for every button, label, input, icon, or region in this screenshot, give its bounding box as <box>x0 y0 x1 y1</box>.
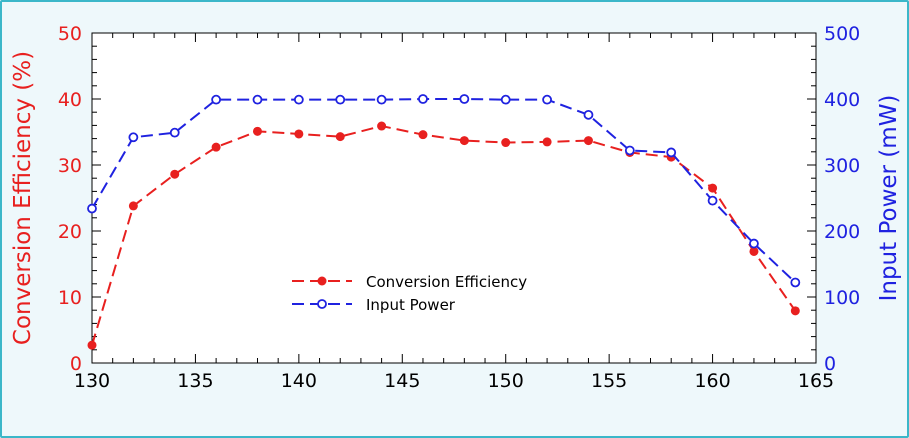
input-power-point <box>87 203 97 214</box>
x-tick-label: 160 <box>694 370 730 392</box>
conversion-efficiency-point <box>583 136 593 146</box>
input-power-point <box>583 109 594 120</box>
conversion-efficiency-point <box>542 137 552 147</box>
conversion-efficiency-point <box>459 136 469 146</box>
y-right-tick-label: 300 <box>824 155 860 177</box>
conversion-efficiency-point <box>377 121 387 131</box>
y-right-tick-label: 500 <box>824 23 860 45</box>
conversion-efficiency-point <box>87 340 97 350</box>
conversion-efficiency-point <box>335 132 345 142</box>
y-left-tick-label: 0 <box>70 353 82 375</box>
legend-label-efficiency: Conversion Efficiency <box>366 273 527 291</box>
conversion-efficiency-point <box>418 130 428 140</box>
y-right-tick-label: 100 <box>824 287 860 309</box>
right-axis-title: Input Power (mW) <box>876 95 902 302</box>
x-tick-label: 165 <box>798 370 834 392</box>
input-power-point <box>542 94 552 105</box>
y-left-tick-label: 50 <box>58 23 82 45</box>
conversion-efficiency-point <box>211 142 221 152</box>
x-tick-label: 155 <box>591 370 627 392</box>
conversion-efficiency-point <box>708 183 718 193</box>
tick-labels: 130 135 140 145 150 155 160 1650102030405001002… <box>58 23 860 392</box>
y-right-tick-label: 0 <box>824 353 836 375</box>
conversion-efficiency-point <box>252 126 262 136</box>
x-tick-label: 140 <box>281 370 317 392</box>
legend-label-power: Input Power <box>366 296 456 314</box>
x-tick-label: 150 <box>488 370 524 392</box>
input-power-point <box>749 238 759 249</box>
input-power-point <box>376 94 387 105</box>
conversion-efficiency-series-line <box>91 125 797 346</box>
plot-area <box>91 32 817 364</box>
legend: Conversion Efficiency Input Power <box>292 273 527 314</box>
input-power-point <box>459 94 470 104</box>
y-left-tick-label: 40 <box>58 89 82 111</box>
input-power-point <box>128 132 139 143</box>
conversion-efficiency-point <box>170 169 180 179</box>
axis-ticks <box>91 32 817 364</box>
x-tick-label: 135 <box>177 370 213 392</box>
y-left-tick-label: 10 <box>58 287 82 309</box>
input-power-point <box>500 94 511 105</box>
input-power-point <box>293 94 304 105</box>
y-right-tick-label: 200 <box>824 221 860 243</box>
y-left-tick-label: 30 <box>58 155 82 177</box>
left-axis-title: Conversion Efficiency (%) <box>10 51 36 345</box>
y-right-tick-label: 400 <box>824 89 860 111</box>
x-tick-label: 145 <box>384 370 420 392</box>
input-power-point <box>252 94 263 105</box>
y-left-tick-label: 20 <box>58 221 82 243</box>
input-power-point <box>335 94 346 105</box>
x-tick-label: 130 <box>74 370 110 392</box>
conversion-efficiency-point <box>790 306 800 316</box>
input-power-point <box>624 145 635 156</box>
input-power-point <box>666 147 677 158</box>
conversion-efficiency-point <box>128 201 138 211</box>
conversion-efficiency-point <box>294 129 304 139</box>
input-power-point <box>211 94 222 105</box>
legend-marker-power <box>317 299 327 309</box>
legend-marker-efficiency <box>317 276 327 286</box>
input-power-point <box>707 195 718 206</box>
conversion-efficiency-point <box>501 138 511 148</box>
input-power-point <box>790 277 801 288</box>
input-power-series-line <box>91 98 796 284</box>
input-power-point <box>418 94 428 104</box>
series-layer <box>87 94 801 350</box>
conversion-efficiency-point <box>749 246 759 256</box>
input-power-point <box>169 127 180 138</box>
